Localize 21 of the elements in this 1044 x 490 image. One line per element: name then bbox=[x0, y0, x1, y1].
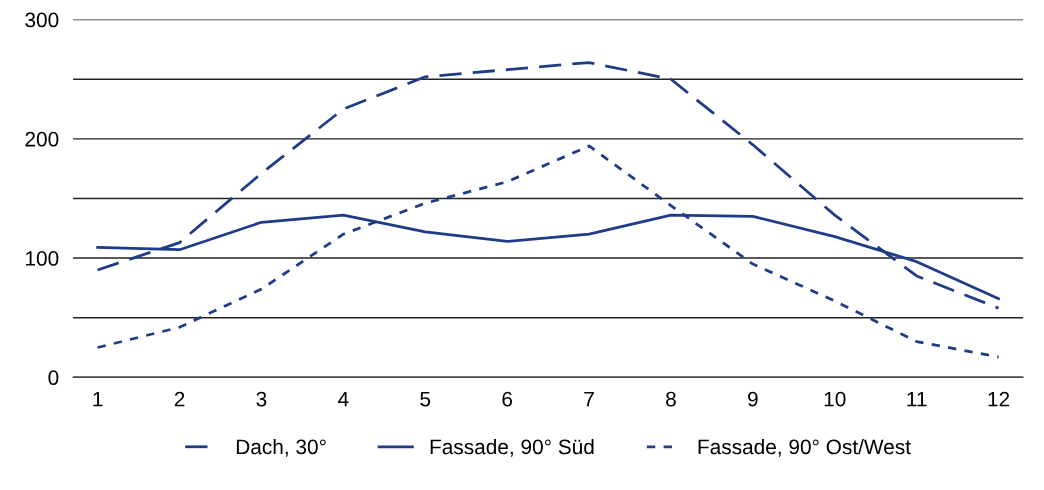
x-tick-label: 12 bbox=[988, 391, 1010, 407]
line-series bbox=[96, 61, 1000, 310]
x-tick-label: 7 bbox=[584, 391, 594, 407]
x-tick-label: 6 bbox=[502, 391, 513, 407]
x-tick-label: 11 bbox=[907, 391, 927, 407]
y-tick-label: 300 bbox=[25, 12, 59, 28]
x-tick-label: 8 bbox=[666, 391, 676, 407]
line-series bbox=[96, 144, 1000, 359]
legend-label: Fassade, 90° Ost/West bbox=[698, 438, 911, 457]
x-tick-label: 10 bbox=[824, 391, 846, 407]
x-tick-label: 2 bbox=[174, 391, 185, 407]
x-tick-label: 4 bbox=[338, 391, 349, 407]
legend-label: Fassade, 90° Süd bbox=[430, 438, 594, 457]
x-tick-label: 1 bbox=[93, 391, 103, 407]
x-tick-label: 9 bbox=[748, 391, 758, 407]
legend-label: Dach, 30° bbox=[236, 438, 326, 457]
y-tick-label: 0 bbox=[48, 370, 59, 386]
x-tick-label: 5 bbox=[420, 391, 431, 407]
y-tick-label: 100 bbox=[26, 251, 59, 266]
y-tick-label: 200 bbox=[25, 131, 59, 147]
x-tick-label: 3 bbox=[256, 391, 267, 407]
